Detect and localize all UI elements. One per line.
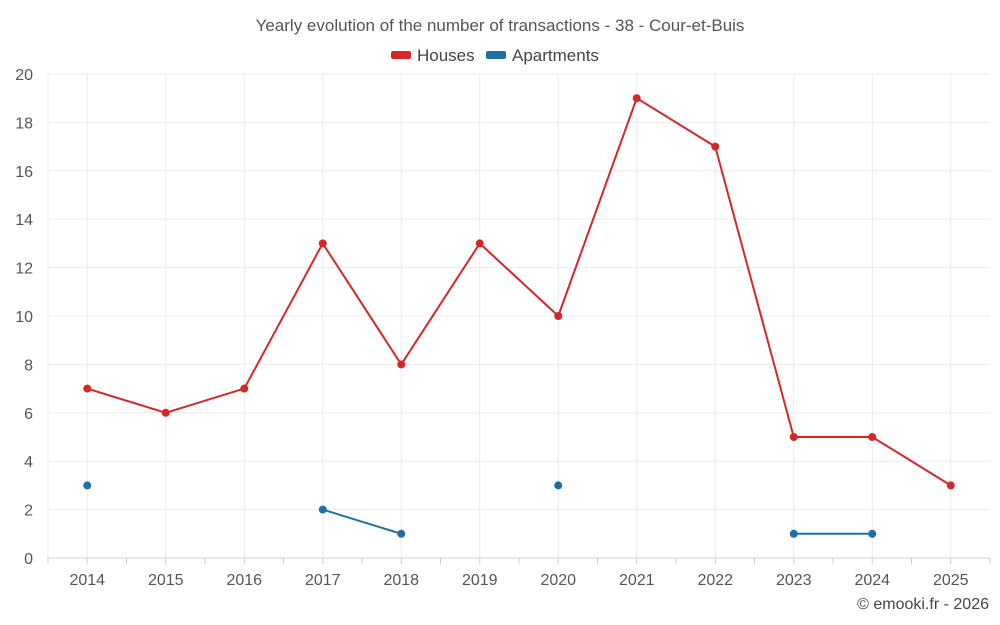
legend-label-apartments[interactable]: Apartments	[512, 46, 599, 65]
data-point-houses-2024[interactable]	[868, 433, 877, 441]
x-tick-label: 2022	[697, 572, 733, 589]
y-tick-label: 2	[24, 503, 33, 520]
x-tick-label: 2016	[226, 572, 262, 589]
y-tick-label: 12	[15, 261, 33, 278]
data-point-houses-2021[interactable]	[632, 94, 641, 103]
data-point-apartments-2014[interactable]	[83, 481, 92, 490]
x-tick-label: 2017	[305, 572, 341, 589]
series-line-houses	[86, 97, 952, 487]
y-axis: 0 2 4 6 8 10 12 14 16 18 20	[15, 67, 33, 568]
x-tick-label: 2014	[69, 572, 105, 589]
data-point-apartments-2018[interactable]	[397, 529, 406, 538]
data-point-houses-2023[interactable]	[789, 433, 798, 441]
data-point-houses-2018[interactable]	[397, 360, 406, 369]
data-point-apartments-2023[interactable]	[789, 529, 798, 538]
legend-swatch-houses	[391, 51, 411, 59]
x-tick-label: 2025	[933, 572, 969, 589]
x-tick-label: 2019	[462, 572, 498, 589]
series-layer	[83, 94, 955, 538]
data-point-houses-2019[interactable]	[475, 239, 484, 248]
y-tick-label: 18	[15, 115, 33, 132]
data-point-houses-2014[interactable]	[83, 384, 92, 393]
grid-lines	[47, 73, 990, 558]
x-axis: 2014 2015 2016 2017 2018 2019 2020 2021 2022 2023…	[47, 557, 991, 589]
x-tick-label: 2018	[383, 572, 419, 589]
y-tick-label: 20	[15, 67, 33, 84]
x-tick-label: 2020	[540, 572, 576, 589]
data-point-apartments-2024[interactable]	[868, 529, 877, 538]
chart-title: Yearly evolution of the number of transa…	[256, 16, 745, 35]
x-tick-label: 2015	[148, 572, 184, 589]
data-point-apartments-2017[interactable]	[318, 505, 327, 514]
y-tick-label: 10	[15, 309, 33, 326]
legend-swatch-apartments	[486, 51, 506, 59]
credit-text: © emooki.fr - 2026	[857, 596, 989, 613]
x-tick-label: 2021	[619, 572, 655, 589]
legend: Houses Apartments	[391, 46, 599, 65]
data-point-houses-2025[interactable]	[946, 481, 955, 490]
x-tick-label: 2023	[776, 572, 812, 589]
y-tick-label: 8	[24, 357, 33, 374]
y-tick-label: 6	[24, 406, 33, 423]
data-point-apartments-2020[interactable]	[554, 481, 563, 490]
y-tick-label: 4	[24, 454, 33, 471]
series-apartments	[83, 481, 877, 538]
x-tick-label: 2024	[854, 572, 890, 589]
y-tick-label: 14	[15, 212, 33, 229]
data-point-houses-2015[interactable]	[161, 408, 170, 417]
y-tick-label: 16	[15, 164, 33, 181]
data-point-houses-2020[interactable]	[554, 312, 563, 320]
data-point-houses-2016[interactable]	[240, 384, 249, 393]
series-line-apartments	[322, 508, 402, 535]
legend-label-houses[interactable]: Houses	[417, 46, 475, 65]
data-point-houses-2017[interactable]	[318, 239, 327, 248]
series-houses	[83, 94, 955, 490]
y-tick-label: 0	[24, 551, 33, 568]
data-point-houses-2022[interactable]	[711, 142, 720, 151]
